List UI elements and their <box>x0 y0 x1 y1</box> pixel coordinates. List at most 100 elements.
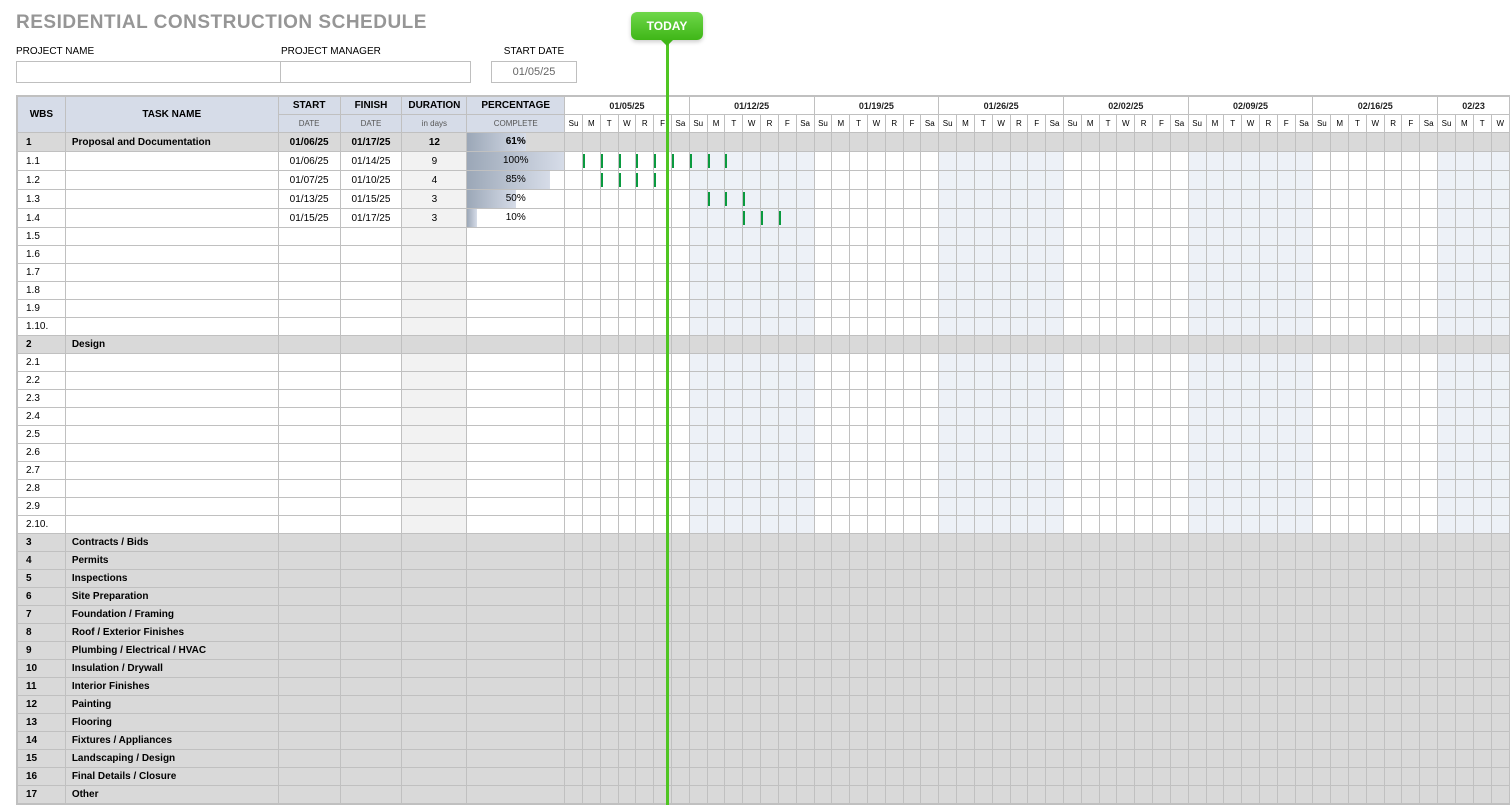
gantt-cell[interactable] <box>1366 750 1384 768</box>
gantt-cell[interactable] <box>582 152 600 171</box>
gantt-cell[interactable] <box>1331 534 1349 552</box>
gantt-cell[interactable] <box>565 786 583 804</box>
gantt-cell[interactable] <box>939 750 957 768</box>
gantt-cell[interactable] <box>618 190 636 209</box>
gantt-cell[interactable] <box>1224 246 1242 264</box>
gantt-cell[interactable] <box>1420 152 1438 171</box>
gantt-cell[interactable] <box>814 426 832 444</box>
gantt-cell[interactable] <box>689 588 707 606</box>
gantt-cell[interactable] <box>1384 786 1402 804</box>
gantt-cell[interactable] <box>1331 714 1349 732</box>
gantt-cell[interactable] <box>1063 246 1081 264</box>
gantt-cell[interactable] <box>1331 209 1349 228</box>
gantt-cell[interactable] <box>1028 516 1046 534</box>
gantt-cell[interactable] <box>1081 282 1099 300</box>
gantt-cell[interactable] <box>1099 570 1117 588</box>
gantt-cell[interactable] <box>867 318 885 336</box>
gantt-cell[interactable] <box>1081 498 1099 516</box>
gantt-cell[interactable] <box>1259 678 1277 696</box>
gantt-cell[interactable] <box>671 171 689 190</box>
gantt-cell[interactable] <box>565 588 583 606</box>
gantt-cell[interactable] <box>1438 426 1456 444</box>
gantt-cell[interactable] <box>600 732 618 750</box>
gantt-cell[interactable] <box>903 372 921 390</box>
gantt-cell[interactable] <box>778 390 796 408</box>
gantt-cell[interactable] <box>1046 462 1064 480</box>
gantt-cell[interactable] <box>1313 408 1331 426</box>
gantt-cell[interactable] <box>1455 516 1473 534</box>
gantt-cell[interactable] <box>867 732 885 750</box>
gantt-cell[interactable] <box>1313 462 1331 480</box>
gantt-cell[interactable] <box>689 336 707 354</box>
gantt-cell[interactable] <box>1384 408 1402 426</box>
gantt-cell[interactable] <box>1081 732 1099 750</box>
gantt-cell[interactable] <box>850 282 868 300</box>
gantt-cell[interactable] <box>1206 282 1224 300</box>
gantt-cell[interactable] <box>1402 624 1420 642</box>
gantt-cell[interactable] <box>1135 606 1153 624</box>
gantt-cell[interactable] <box>974 190 992 209</box>
gantt-cell[interactable] <box>1473 678 1491 696</box>
gantt-cell[interactable] <box>939 678 957 696</box>
gantt-cell[interactable] <box>957 246 975 264</box>
gantt-cell[interactable] <box>921 732 939 750</box>
gantt-cell[interactable] <box>1081 606 1099 624</box>
gantt-cell[interactable] <box>1366 570 1384 588</box>
gantt-cell[interactable] <box>974 171 992 190</box>
gantt-cell[interactable] <box>618 408 636 426</box>
gantt-cell[interactable] <box>1153 318 1171 336</box>
gantt-cell[interactable] <box>1313 732 1331 750</box>
gantt-cell[interactable] <box>1384 624 1402 642</box>
gantt-cell[interactable] <box>1063 190 1081 209</box>
gantt-cell[interactable] <box>1117 133 1135 152</box>
gantt-cell[interactable] <box>1402 570 1420 588</box>
gantt-cell[interactable] <box>1384 642 1402 660</box>
gantt-cell[interactable] <box>1188 462 1206 480</box>
gantt-cell[interactable] <box>1046 390 1064 408</box>
gantt-cell[interactable] <box>1384 480 1402 498</box>
gantt-cell[interactable] <box>903 678 921 696</box>
gantt-cell[interactable] <box>1277 606 1295 624</box>
gantt-cell[interactable] <box>850 588 868 606</box>
gantt-cell[interactable] <box>921 228 939 246</box>
gantt-cell[interactable] <box>689 696 707 714</box>
gantt-cell[interactable] <box>1046 190 1064 209</box>
gantt-cell[interactable] <box>778 171 796 190</box>
gantt-cell[interactable] <box>1224 444 1242 462</box>
gantt-cell[interactable] <box>1242 750 1260 768</box>
gantt-cell[interactable] <box>1170 318 1188 336</box>
gantt-cell[interactable] <box>725 570 743 588</box>
gantt-cell[interactable] <box>743 336 761 354</box>
gantt-cell[interactable] <box>939 714 957 732</box>
gantt-cell[interactable] <box>867 516 885 534</box>
gantt-cell[interactable] <box>761 534 779 552</box>
gantt-cell[interactable] <box>1081 534 1099 552</box>
gantt-cell[interactable] <box>582 372 600 390</box>
gantt-cell[interactable] <box>1063 714 1081 732</box>
gantt-cell[interactable] <box>1188 660 1206 678</box>
gantt-cell[interactable] <box>1438 209 1456 228</box>
gantt-cell[interactable] <box>903 300 921 318</box>
gantt-cell[interactable] <box>1010 786 1028 804</box>
gantt-cell[interactable] <box>1081 462 1099 480</box>
gantt-cell[interactable] <box>1242 152 1260 171</box>
gantt-cell[interactable] <box>1063 768 1081 786</box>
gantt-cell[interactable] <box>1384 282 1402 300</box>
gantt-cell[interactable] <box>1259 372 1277 390</box>
gantt-cell[interactable] <box>707 372 725 390</box>
gantt-cell[interactable] <box>1117 498 1135 516</box>
gantt-cell[interactable] <box>725 786 743 804</box>
gantt-cell[interactable] <box>743 498 761 516</box>
gantt-cell[interactable] <box>1331 336 1349 354</box>
gantt-cell[interactable] <box>814 534 832 552</box>
gantt-cell[interactable] <box>939 318 957 336</box>
gantt-cell[interactable] <box>1420 498 1438 516</box>
gantt-cell[interactable] <box>1188 534 1206 552</box>
gantt-cell[interactable] <box>1331 408 1349 426</box>
gantt-cell[interactable] <box>671 372 689 390</box>
gantt-cell[interactable] <box>850 696 868 714</box>
gantt-cell[interactable] <box>743 768 761 786</box>
gantt-cell[interactable] <box>1366 696 1384 714</box>
gantt-cell[interactable] <box>867 246 885 264</box>
gantt-cell[interactable] <box>1331 696 1349 714</box>
